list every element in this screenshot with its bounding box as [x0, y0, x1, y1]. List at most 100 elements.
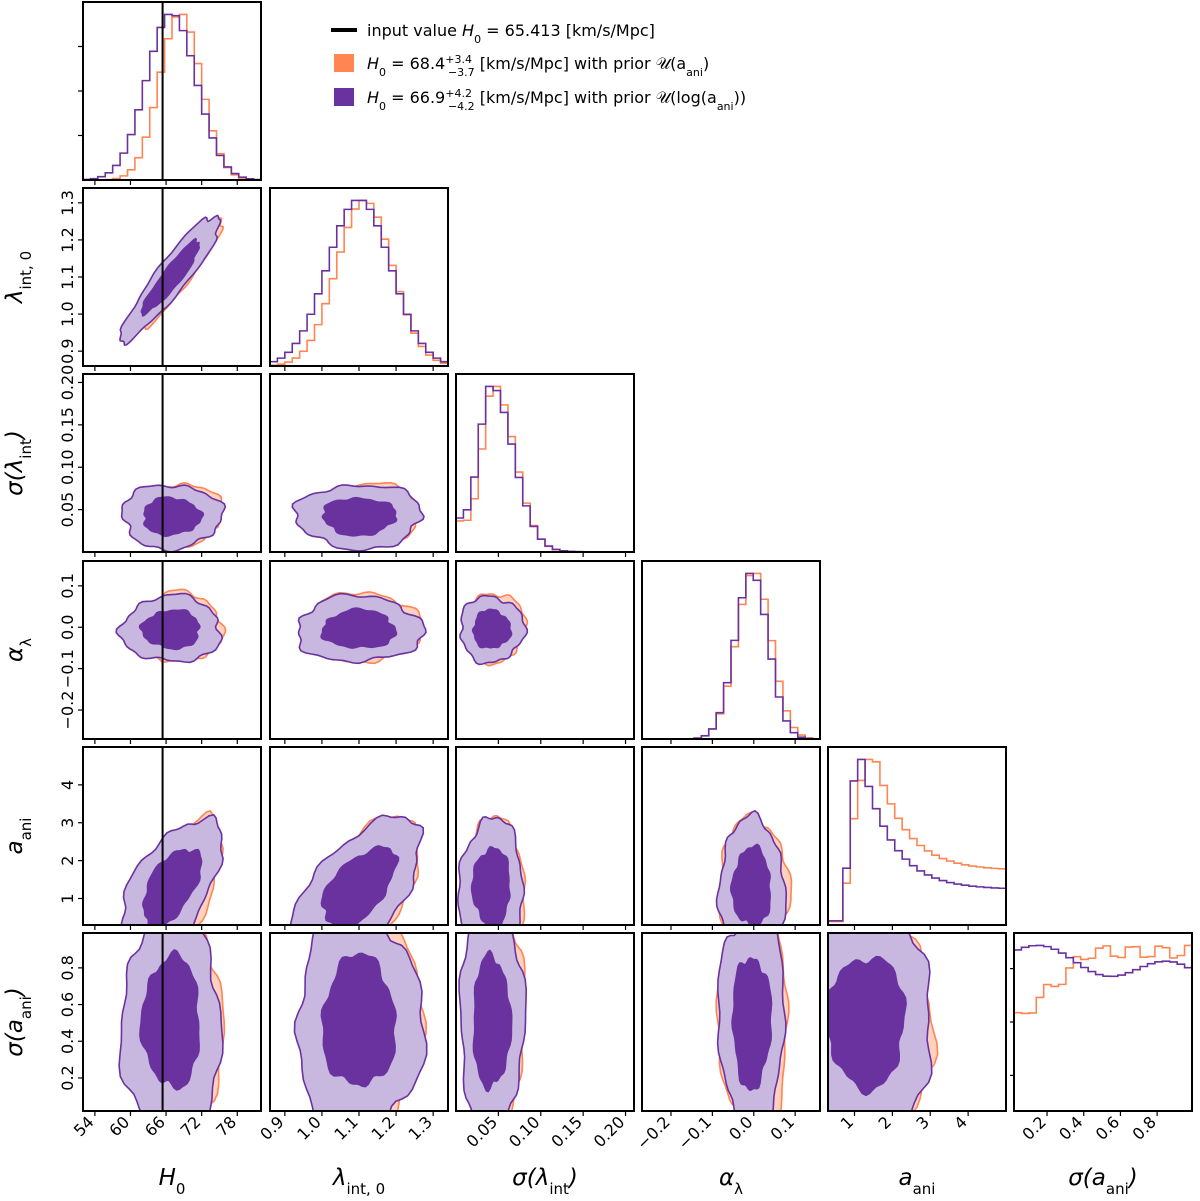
legend: input value H0 = 65.413 [km/s/Mpc] H0 = 6…: [331, 21, 746, 113]
x-axis-label-alpha_lambda: αλ: [719, 1165, 743, 1198]
histogram-orange: [1014, 944, 1192, 1111]
legend-color-swatch: [334, 54, 354, 72]
contour-purple-1sigma: [731, 956, 773, 1092]
panel-lambda_int_0-vs-lambda_int_0: [269, 187, 449, 371]
panel-content: [119, 188, 225, 366]
y-tick-label: −0.2: [58, 691, 77, 730]
panel-content: [291, 481, 425, 552]
contour-purple-1sigma: [472, 949, 513, 1093]
y-tick-label: 1: [58, 893, 77, 903]
panel-content: [456, 814, 527, 925]
x-tick-label: 0.2: [1018, 1112, 1049, 1143]
histogram-purple: [1014, 944, 1192, 1111]
x-tick-label: 0.10: [505, 1112, 544, 1151]
x-tick-label: −0.2: [633, 1112, 674, 1153]
panel-content: [293, 933, 428, 1111]
panel-sigma_lambda_int-vs-lambda_int_0: [269, 373, 449, 557]
panel-content: [83, 2, 261, 180]
panel-frame: [82, 746, 262, 926]
y-tick-label: 0.1: [58, 573, 77, 598]
panel-content: [289, 814, 425, 925]
panel-alpha_lambda-vs-sigma_lambda_int: [455, 560, 635, 744]
legend-label: H0 = 66.9+4.2 −4.2 [km/s/Mpc] with prior …: [367, 87, 746, 113]
panel-frame: [82, 373, 262, 553]
panel-sigma_a_ani-vs-sigma_a_ani: 0.2 0.4 0.6 0.8: [1010, 932, 1193, 1144]
panel-frame: [641, 560, 821, 740]
panel-frame: [455, 560, 635, 740]
panel-content: [828, 933, 939, 1111]
x-tick-label: 0.4: [1055, 1112, 1086, 1143]
contour-purple-1sigma: [470, 846, 511, 925]
panel-a_ani-vs-sigma_lambda_int: [455, 746, 635, 930]
y-tick-label: 4: [58, 780, 77, 790]
x-tick-label: 0.8: [1129, 1112, 1160, 1143]
panel-frame: [827, 932, 1007, 1112]
y-tick-label: 3: [58, 818, 77, 828]
panel-frame: [82, 560, 262, 740]
y-tick-label: 1.0: [58, 301, 77, 326]
y-tick-label: 0.10: [58, 449, 77, 485]
contour-purple-1sigma: [140, 237, 201, 317]
panel-a_ani-vs-H0: 1 2 3 4: [58, 746, 262, 930]
x-tick-label: 1.0: [293, 1112, 324, 1143]
contour-purple-1sigma: [320, 845, 400, 925]
contour-purple-1sigma: [320, 607, 398, 649]
histogram-purple: [456, 385, 634, 552]
panel-content: [828, 758, 1006, 925]
contour-purple-1sigma: [321, 496, 398, 537]
panel-frame: [82, 932, 262, 1112]
panel-content: [115, 561, 227, 739]
panel-content: [120, 374, 227, 552]
x-tick-label: 72: [177, 1112, 205, 1140]
contour-purple-1sigma: [138, 609, 201, 651]
panel-content: [1014, 944, 1192, 1111]
x-tick-label: 0.9: [256, 1112, 287, 1143]
y-tick-label: 2: [58, 856, 77, 866]
panel-sigma_lambda_int-vs-sigma_lambda_int: [455, 373, 635, 557]
panel-frame: [827, 746, 1007, 926]
x-tick-label: 66: [141, 1112, 169, 1140]
panel-frame: [1013, 932, 1193, 1112]
y-tick-label: 1.1: [58, 264, 77, 289]
x-tick-label: 54: [70, 1112, 98, 1140]
y-tick-label: 0.4: [58, 1029, 77, 1054]
histogram-orange: [456, 385, 634, 552]
x-tick-label: 0.05: [463, 1112, 502, 1151]
contour-purple-1sigma: [828, 955, 907, 1097]
legend-label: input value H0 = 65.413 [km/s/Mpc]: [367, 21, 655, 46]
x-tick-label: 60: [105, 1112, 133, 1140]
y-axis-label-a_ani: aani: [2, 818, 35, 855]
panel-lambda_int_0-vs-H0: 0.9 1.0 1.1 1.2 1.3: [58, 187, 262, 371]
y-tick-label: 0.0: [58, 615, 77, 640]
panel-content: [458, 933, 528, 1111]
x-axis-label-sigma_lambda_int: σ(λint): [512, 1165, 578, 1198]
panel-sigma_a_ani-vs-alpha_lambda: −0.2 −0.1 0.0 0.1: [633, 932, 821, 1153]
panel-content: [270, 199, 448, 366]
legend-label: H0 = 68.4+3.4 −3.7 [km/s/Mpc] with prior …: [367, 53, 709, 79]
contour-purple-1sigma: [142, 848, 203, 925]
panel-a_ani-vs-alpha_lambda: [641, 746, 821, 930]
panel-frame: [269, 187, 449, 367]
histogram-purple: [828, 758, 1006, 925]
axis-labels: H0 λint, 0 σ(λint) αλ aani σ(aani) λint, 0 σ(λi…: [2, 251, 1138, 1198]
panel-H0-vs-H0: [78, 1, 262, 185]
contour-purple-1sigma: [320, 952, 397, 1088]
panel-frame: [641, 746, 821, 926]
contour-purple-1sigma: [143, 496, 205, 538]
x-tick-label: 1.2: [367, 1112, 398, 1143]
histogram-orange: [83, 13, 261, 180]
x-tick-label: 0.6: [1092, 1112, 1123, 1143]
x-tick-label: −0.1: [674, 1112, 715, 1153]
x-tick-label: 1.3: [405, 1112, 436, 1143]
x-tick-label: 0.15: [547, 1112, 586, 1151]
panel-sigma_a_ani-vs-lambda_int_0: 0.9 1.0 1.1 1.2 1.3: [256, 932, 449, 1144]
y-tick-label: 0.8: [58, 955, 77, 980]
panel-content: [642, 572, 820, 739]
x-tick-label: 1.1: [330, 1112, 361, 1143]
x-tick-label: 0.1: [767, 1112, 798, 1143]
panel-a_ani-vs-a_ani: [827, 746, 1007, 930]
contour-purple-1sigma: [471, 608, 513, 649]
